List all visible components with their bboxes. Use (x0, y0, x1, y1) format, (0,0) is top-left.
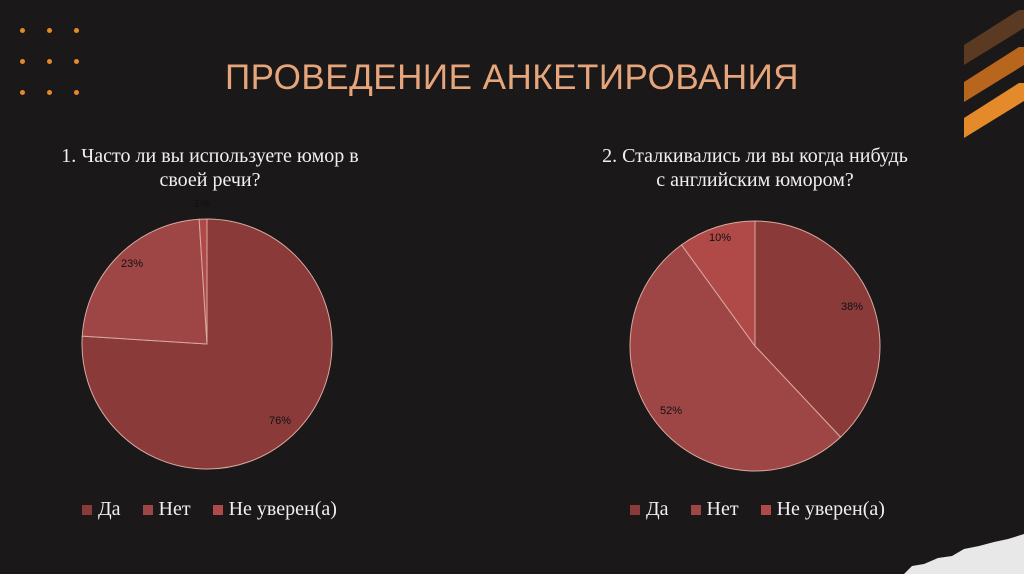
legend-label: Не уверен(а) (228, 498, 337, 520)
chart-2-data-label-net: 52% (660, 405, 682, 417)
legend-label: Да (646, 498, 669, 520)
chart-1-legend: Да Нет Не уверен(а) (82, 498, 337, 521)
chart-1-data-label-ne-uveren: 1% (194, 198, 210, 210)
legend-item-da: Да (630, 498, 669, 521)
legend-label: Да (98, 498, 121, 520)
chart-2-slice-net (629, 244, 842, 472)
chart-2-slice-ne-uveren (680, 220, 756, 348)
legend-label: Нет (158, 498, 191, 520)
chart-2-title: 2. Сталкивались ли вы когда нибудь с анг… (602, 145, 908, 191)
torn-paper-decoration (904, 534, 1024, 574)
chart-2-legend: Да Нет Не уверен(а) (630, 498, 885, 521)
chart-2-slice-da (754, 220, 881, 438)
legend-label: Не уверен(а) (776, 498, 885, 520)
chart-1-slice-ne-uveren (198, 218, 208, 345)
chart-1-title: 1. Часто ли вы используете юмор в своей … (61, 145, 359, 191)
legend-item-da: Да (82, 498, 121, 521)
chart-2-data-label-ne-uveren: 10% (709, 232, 731, 244)
chart-1-data-label-da: 76% (269, 415, 291, 427)
chart-1-slice-da (81, 218, 333, 470)
legend-label: Нет (706, 498, 739, 520)
chart-1-slice-net (81, 218, 208, 345)
chart-1-data-label-net: 23% (121, 258, 143, 270)
legend-item-ne-uveren: Не уверен(а) (212, 498, 337, 521)
chevron-stack-icon (964, 10, 1024, 138)
page-title: ПРОВЕДЕНИЕ АНКЕТИРОВАНИЯ (224, 58, 800, 97)
chart-2-data-label-da: 38% (841, 301, 863, 313)
legend-item-net: Нет (142, 498, 191, 521)
legend-item-ne-uveren: Не уверен(а) (760, 498, 885, 521)
legend-item-net: Нет (690, 498, 739, 521)
